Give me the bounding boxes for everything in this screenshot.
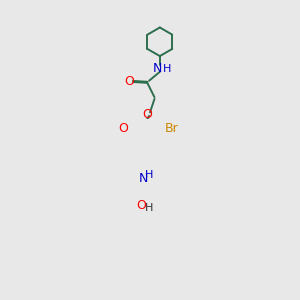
- Text: O: O: [143, 108, 153, 121]
- Text: N: N: [139, 172, 148, 185]
- Text: H: H: [162, 64, 171, 74]
- Text: Br: Br: [165, 122, 178, 135]
- Text: O: O: [136, 199, 146, 212]
- Text: O: O: [118, 122, 128, 135]
- Text: H: H: [145, 170, 154, 180]
- Text: N: N: [153, 62, 162, 75]
- Text: O: O: [124, 76, 134, 88]
- Text: H: H: [145, 203, 153, 213]
